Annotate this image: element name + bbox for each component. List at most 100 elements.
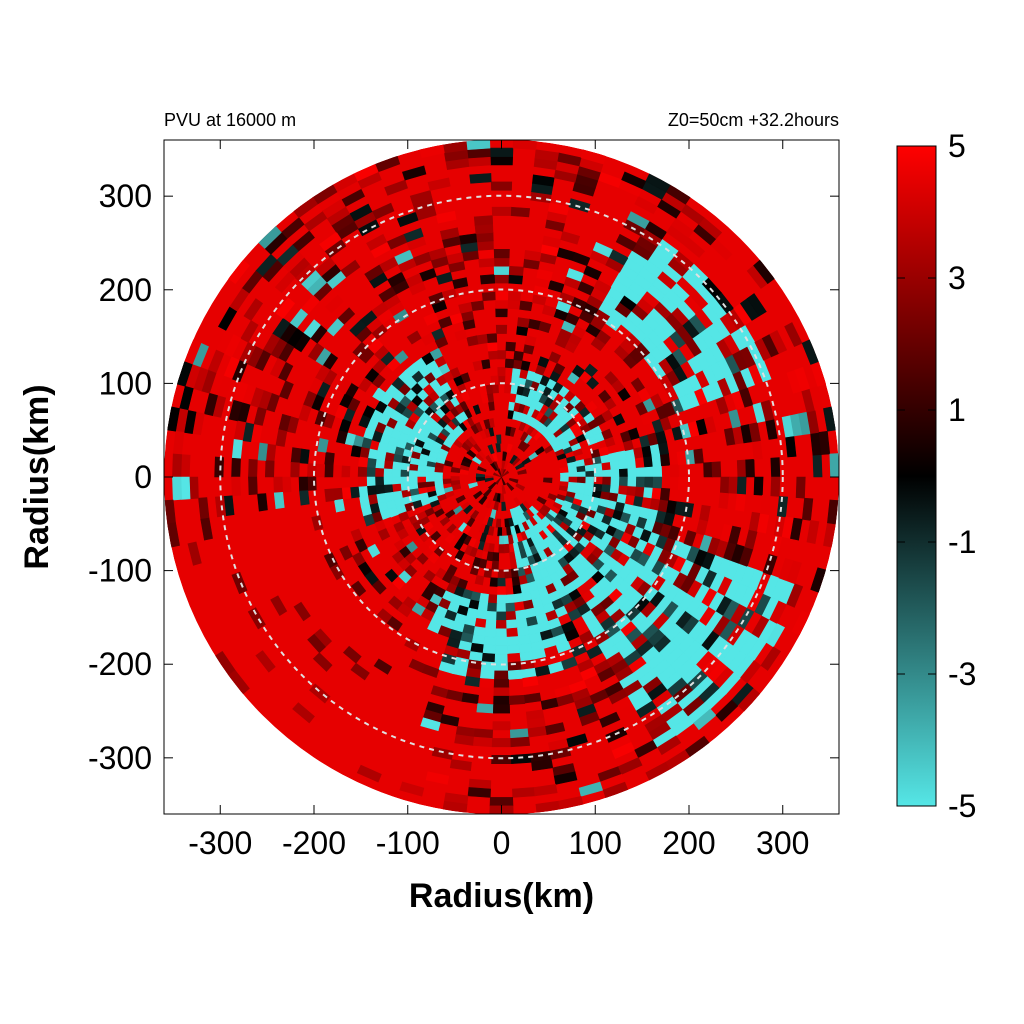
plot-area: -300 -200 -100 0 100 200 300 -300 -200 -100 0 100 2… (88, 139, 840, 861)
heatmap-cell (493, 695, 510, 705)
heatmap-cell (217, 306, 238, 331)
heatmap-cell (495, 620, 508, 630)
heatmap-cell (770, 476, 781, 497)
heatmap-cell (652, 465, 663, 478)
heatmap-cell (542, 235, 562, 249)
heatmap-cell (502, 451, 508, 461)
x-tick-label: -300 (188, 825, 252, 861)
heatmap-cell (366, 476, 376, 487)
heatmap-cell (464, 676, 481, 688)
heatmap-cell (391, 461, 402, 471)
heatmap-cell (501, 470, 510, 478)
heatmap-cell (317, 438, 329, 453)
heatmap-cell (615, 233, 637, 251)
x-tick-label: 0 (493, 825, 511, 861)
heatmap-cell (231, 439, 243, 460)
heatmap-cell (487, 444, 495, 455)
heatmap-cell (493, 679, 510, 689)
colorbar-gradient (896, 145, 937, 807)
heatmap-cell (477, 248, 495, 260)
heatmap-cell (787, 456, 798, 478)
heatmap-cell (357, 476, 368, 488)
heatmap-cell (494, 274, 509, 284)
heatmap-cell (549, 746, 572, 760)
heatmap-cell (508, 694, 526, 706)
heatmap-cell (635, 476, 646, 488)
heatmap-cell (494, 645, 509, 655)
heatmap-cell (507, 644, 521, 655)
heatmap-cell (602, 476, 612, 486)
heatmap-cell (645, 173, 671, 193)
heatmap-cell (452, 505, 463, 516)
heatmap-cell (626, 485, 637, 497)
x-tick-label: -100 (376, 825, 440, 861)
heatmap-cell (601, 428, 613, 440)
heatmap-cell (383, 476, 393, 486)
heatmap-cell (508, 265, 524, 276)
heatmap-cell (340, 465, 351, 478)
heatmap-cell (332, 487, 344, 501)
heatmap-cell (501, 501, 507, 512)
heatmap-cell (468, 482, 478, 489)
heatmap-cell (553, 771, 578, 785)
heatmap-cell (383, 484, 394, 494)
heatmap-cell (490, 181, 513, 191)
heatmap-cell (489, 577, 499, 587)
heatmap-cell (497, 367, 506, 377)
heatmap-cell (494, 670, 509, 680)
heatmap-cell (604, 371, 619, 386)
heatmap-cell (466, 335, 479, 347)
heatmap-cell (753, 476, 764, 496)
heatmap-cell (433, 471, 443, 478)
heatmap-cell (643, 486, 654, 499)
heatmap-cell (489, 797, 514, 807)
heatmap-cell (505, 602, 516, 613)
heatmap-cell (458, 302, 473, 314)
heatmap-cell (228, 399, 243, 422)
heatmap-cell (537, 356, 550, 368)
heatmap-cell (392, 453, 403, 464)
heatmap-cell (493, 501, 499, 511)
heatmap-cell (478, 495, 488, 506)
heatmap-cell (501, 476, 507, 486)
heatmap-cell (506, 482, 515, 492)
colorbar-tick-label: 3 (948, 260, 966, 296)
heatmap-cell (423, 312, 439, 326)
heatmap-cell (292, 702, 315, 724)
heatmap-cell (657, 441, 669, 456)
heatmap-cell (427, 551, 440, 564)
heatmap-cell (470, 300, 485, 312)
heatmap-cell (784, 322, 803, 347)
colorbar-ticks: 5 3 1 -1 -3 -5 (897, 128, 976, 824)
heatmap-cell (341, 487, 352, 500)
heatmap-cell (693, 448, 704, 464)
heatmap-cell (512, 359, 523, 370)
heatmap-cell (166, 406, 180, 432)
heatmap-cell (495, 308, 508, 318)
heatmap-cell (560, 476, 570, 482)
heatmap-cell (568, 476, 578, 483)
heatmap-cell (479, 678, 495, 689)
heatmap-cell (479, 274, 496, 285)
heatmap-cell (487, 341, 498, 352)
heatmap-cell (492, 552, 500, 562)
heatmap-cell (408, 470, 418, 478)
heatmap-cell (495, 518, 502, 528)
heatmap-cell (420, 717, 441, 732)
heatmap-cell (806, 520, 820, 545)
heatmap-cell (495, 476, 502, 485)
heatmap-cell (228, 259, 250, 285)
heatmap-cell (484, 477, 494, 483)
heatmap-cell (643, 455, 654, 468)
heatmap-cell (357, 466, 368, 478)
heatmap-cell (495, 324, 508, 334)
heatmap-cell (651, 454, 662, 467)
heatmap-cell (483, 419, 491, 430)
heatmap-cell (760, 494, 772, 515)
heatmap-cell (651, 487, 662, 500)
heatmap-cell (481, 652, 496, 663)
heatmap-cell (472, 490, 483, 500)
heatmap-cell (566, 268, 585, 282)
heatmap-cell (383, 460, 394, 470)
heatmap-cell (454, 549, 465, 561)
